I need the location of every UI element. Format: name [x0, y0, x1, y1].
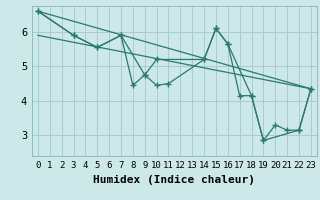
X-axis label: Humidex (Indice chaleur): Humidex (Indice chaleur) — [93, 175, 255, 185]
